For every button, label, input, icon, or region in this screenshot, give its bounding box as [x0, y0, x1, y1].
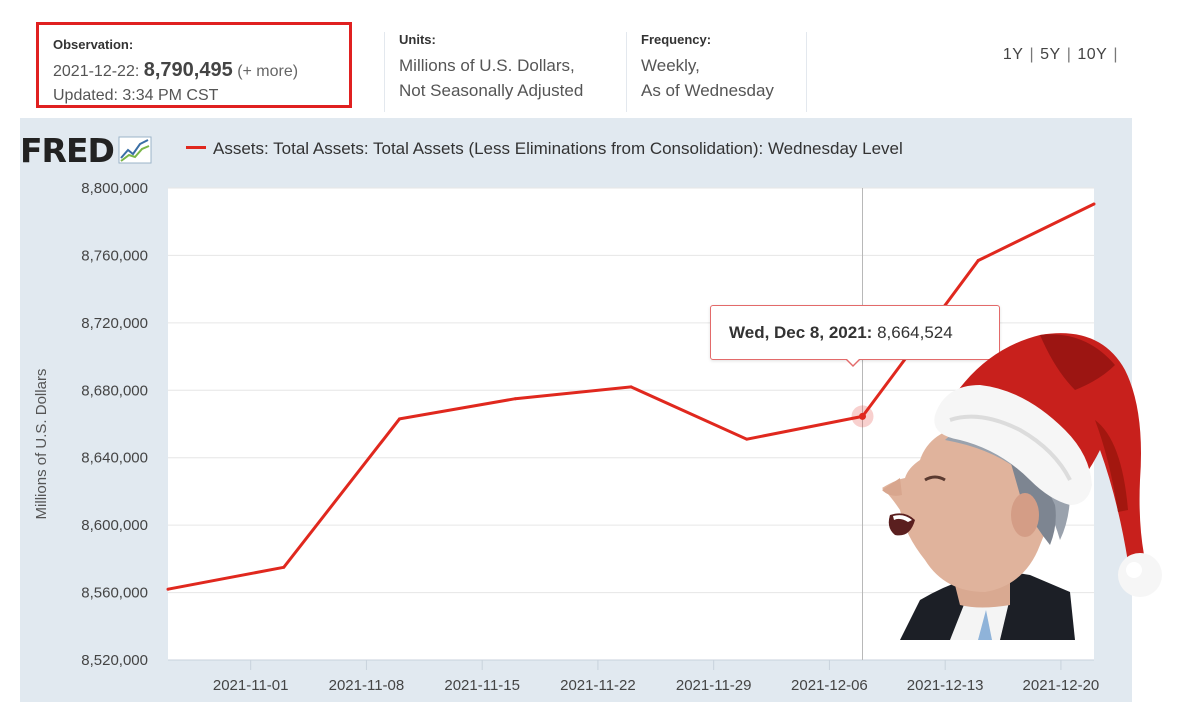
- fred-logo-text: FRED: [20, 130, 115, 170]
- data-point: [745, 437, 749, 441]
- units-line-1: Millions of U.S. Dollars,: [399, 56, 575, 75]
- range-separator: |: [1066, 46, 1072, 63]
- series-header: Observation: 2021-12-22: 8,790,495 (+ mo…: [20, 18, 1132, 118]
- y-tick-label: 8,720,000: [81, 315, 148, 332]
- data-point: [166, 587, 170, 591]
- observation-updated: Updated: 3:34 PM CST: [53, 87, 219, 104]
- frequency-label: Frequency:: [641, 32, 712, 47]
- observation-label: Observation:: [53, 37, 134, 52]
- y-tick-label: 8,800,000: [81, 180, 148, 197]
- y-tick-label: 8,600,000: [81, 517, 148, 534]
- x-tick-label: 2021-12-06: [791, 677, 868, 694]
- range-selector: 1Y | 5Y | 10Y |: [1003, 46, 1124, 64]
- range-1y-button[interactable]: 1Y: [1002, 46, 1024, 63]
- x-tick-label: 2021-12-20: [1023, 677, 1100, 694]
- tooltip-value: 8,664,524: [877, 322, 953, 342]
- units-label: Units:: [399, 32, 436, 47]
- observation-more-link[interactable]: (+ more): [237, 63, 299, 80]
- y-tick-label: 8,680,000: [81, 382, 148, 399]
- hover-tooltip: Wed, Dec 8, 2021: 8,664,524: [710, 305, 1000, 360]
- range-separator: |: [1113, 46, 1118, 63]
- data-point: [629, 385, 633, 389]
- observation-line: 2021-12-22: 8,790,495 (+ more): [53, 59, 298, 82]
- range-10y-button[interactable]: 10Y: [1077, 46, 1108, 63]
- range-separator: |: [1029, 46, 1035, 63]
- data-point: [1092, 202, 1096, 206]
- x-tick-label: 2021-11-15: [444, 677, 520, 694]
- fred-chart-icon: [118, 136, 152, 164]
- x-tick-label: 2021-11-08: [329, 677, 405, 694]
- y-tick-label: 8,760,000: [81, 247, 148, 264]
- tooltip-date: Wed, Dec 8, 2021:: [729, 322, 873, 342]
- range-5y-button[interactable]: 5Y: [1040, 46, 1061, 63]
- legend-series-title: Assets: Total Assets: Total Assets (Less…: [213, 139, 903, 158]
- legend-swatch: [186, 146, 206, 149]
- y-axis-label: Millions of U.S. Dollars: [33, 369, 50, 520]
- y-tick-label: 8,520,000: [81, 652, 148, 669]
- fred-logo[interactable]: FRED: [20, 130, 152, 170]
- data-point: [282, 565, 286, 569]
- y-axis-ticks: 8,520,000 8,560,000 8,600,000 8,640,000 8,68…: [81, 180, 148, 669]
- observation-value: 8,790,495: [143, 59, 233, 81]
- x-tick-label: 2021-11-29: [676, 677, 752, 694]
- units-line-2: Not Seasonally Adjusted: [399, 81, 584, 100]
- santa-hat-figure-image: [882, 333, 1162, 640]
- frequency-column: Frequency: Weekly, As of Wednesday: [626, 32, 806, 112]
- data-point: [398, 417, 401, 421]
- units-column: Units: Millions of U.S. Dollars, Not Sea…: [384, 32, 624, 112]
- x-tick-label: 2021-11-01: [213, 677, 289, 694]
- tooltip-pointer-inner: [846, 358, 860, 365]
- data-point: [976, 258, 980, 262]
- y-tick-label: 8,640,000: [81, 450, 148, 467]
- data-point: [859, 412, 866, 420]
- x-tick-label: 2021-12-13: [907, 677, 984, 694]
- observation-date: 2021-12-22:: [53, 63, 140, 80]
- data-point: [513, 397, 517, 401]
- header-divider: [806, 32, 807, 112]
- x-tick-label: 2021-11-22: [560, 677, 636, 694]
- frequency-line-1: Weekly,: [641, 56, 700, 75]
- y-tick-label: 8,560,000: [81, 585, 148, 602]
- frequency-line-2: As of Wednesday: [641, 81, 774, 100]
- observation-highlight-box: Observation: 2021-12-22: 8,790,495 (+ mo…: [36, 22, 352, 108]
- x-axis-ticks: 2021-11-01 2021-11-08 2021-11-15 2021-11-22…: [168, 659, 1100, 694]
